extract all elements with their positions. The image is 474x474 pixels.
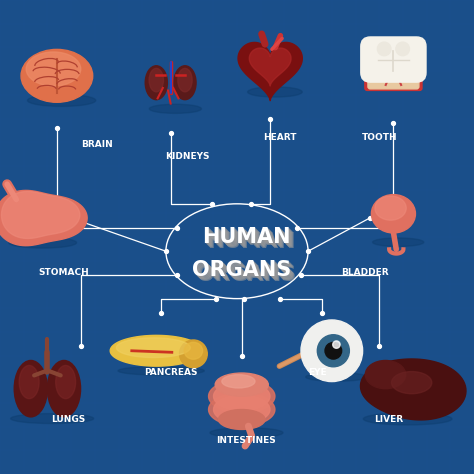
Polygon shape [238,43,302,100]
Ellipse shape [149,104,201,113]
Polygon shape [117,338,190,357]
Polygon shape [214,382,270,410]
Polygon shape [361,359,466,420]
Ellipse shape [219,410,265,429]
Ellipse shape [306,373,367,381]
Circle shape [301,320,363,382]
Circle shape [333,341,340,348]
Polygon shape [249,48,291,86]
Ellipse shape [19,365,39,399]
Ellipse shape [180,340,207,368]
Ellipse shape [210,428,283,438]
Polygon shape [214,395,270,424]
Text: HUMAN: HUMAN [205,230,293,250]
Circle shape [317,335,349,367]
Text: BLADDER: BLADDER [341,268,389,277]
Circle shape [325,342,342,359]
Ellipse shape [149,68,164,92]
Text: HUMAN: HUMAN [206,231,294,251]
Ellipse shape [174,66,196,100]
FancyBboxPatch shape [361,37,426,82]
Ellipse shape [247,87,302,97]
Text: BRAIN: BRAIN [82,140,113,149]
Text: HUMAN: HUMAN [204,229,292,249]
Circle shape [377,42,391,56]
Ellipse shape [178,68,192,92]
Polygon shape [209,380,275,413]
Circle shape [396,42,410,56]
Text: TOOTH: TOOTH [361,133,397,142]
Text: ORGANS: ORGANS [194,262,293,282]
Ellipse shape [222,374,255,388]
Polygon shape [209,393,275,426]
Text: HUMAN: HUMAN [202,227,291,247]
Text: HUMAN: HUMAN [207,232,295,252]
Text: ORGANS: ORGANS [196,264,295,284]
Ellipse shape [373,238,424,246]
Text: ORGANS: ORGANS [193,261,292,281]
Ellipse shape [9,237,76,248]
Text: LIVER: LIVER [374,415,403,424]
Text: EYE: EYE [308,368,327,376]
Ellipse shape [184,342,203,359]
Ellipse shape [10,413,94,424]
Ellipse shape [365,361,406,389]
Polygon shape [110,336,202,366]
Polygon shape [0,191,87,246]
Ellipse shape [145,66,167,100]
Text: KIDNEYS: KIDNEYS [165,152,210,161]
Text: HUMAN: HUMAN [203,228,292,248]
Polygon shape [1,191,80,238]
FancyBboxPatch shape [365,69,422,91]
Ellipse shape [215,373,268,396]
Ellipse shape [27,94,96,106]
Ellipse shape [375,196,406,220]
Text: ORGANS: ORGANS [192,260,292,280]
Text: PANCREAS: PANCREAS [144,368,197,376]
Text: LUNGS: LUNGS [52,415,86,424]
Ellipse shape [118,366,204,375]
Text: ORGANS: ORGANS [195,263,294,283]
Ellipse shape [56,365,76,399]
Ellipse shape [363,413,452,425]
FancyBboxPatch shape [368,66,419,89]
Text: INTESTINES: INTESTINES [217,437,276,445]
Ellipse shape [21,49,93,102]
Text: HEART: HEART [263,133,296,142]
Text: STOMACH: STOMACH [38,268,90,277]
Ellipse shape [26,52,81,86]
Ellipse shape [47,360,81,417]
Text: ORGANS: ORGANS [197,265,296,285]
Ellipse shape [392,372,432,394]
Ellipse shape [371,195,415,233]
Ellipse shape [14,360,47,417]
